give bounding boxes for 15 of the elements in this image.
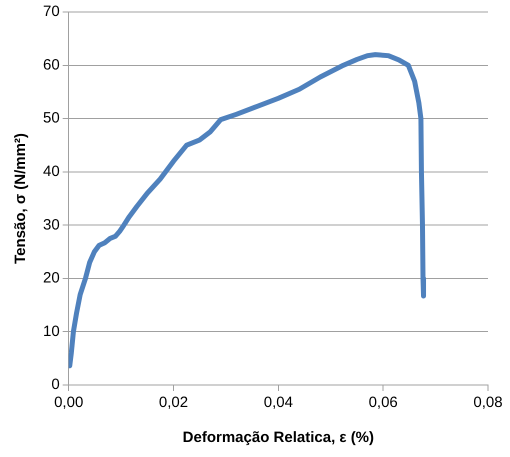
y-tick-label: 60 bbox=[42, 56, 60, 74]
y-tick-label: 70 bbox=[42, 3, 60, 20]
y-tick-label: 30 bbox=[42, 216, 60, 234]
y-tick-label: 10 bbox=[42, 322, 60, 340]
x-axis-title: Deformação Relatica, ε (%) bbox=[182, 429, 374, 446]
y-axis-title: Tensão, σ (N/mm²) bbox=[12, 133, 30, 264]
x-tick-label: 0,00 bbox=[54, 394, 84, 412]
x-tick-label: 0,06 bbox=[368, 394, 398, 412]
y-tick-label: 0 bbox=[51, 376, 60, 394]
x-tick-label: 0,02 bbox=[158, 394, 188, 412]
y-tick-label: 50 bbox=[42, 110, 60, 127]
x-tick-label: 0,08 bbox=[473, 394, 503, 412]
y-tick-label: 40 bbox=[42, 163, 60, 180]
y-tick-label: 20 bbox=[42, 270, 60, 287]
x-tick-label: 0,04 bbox=[264, 394, 293, 412]
